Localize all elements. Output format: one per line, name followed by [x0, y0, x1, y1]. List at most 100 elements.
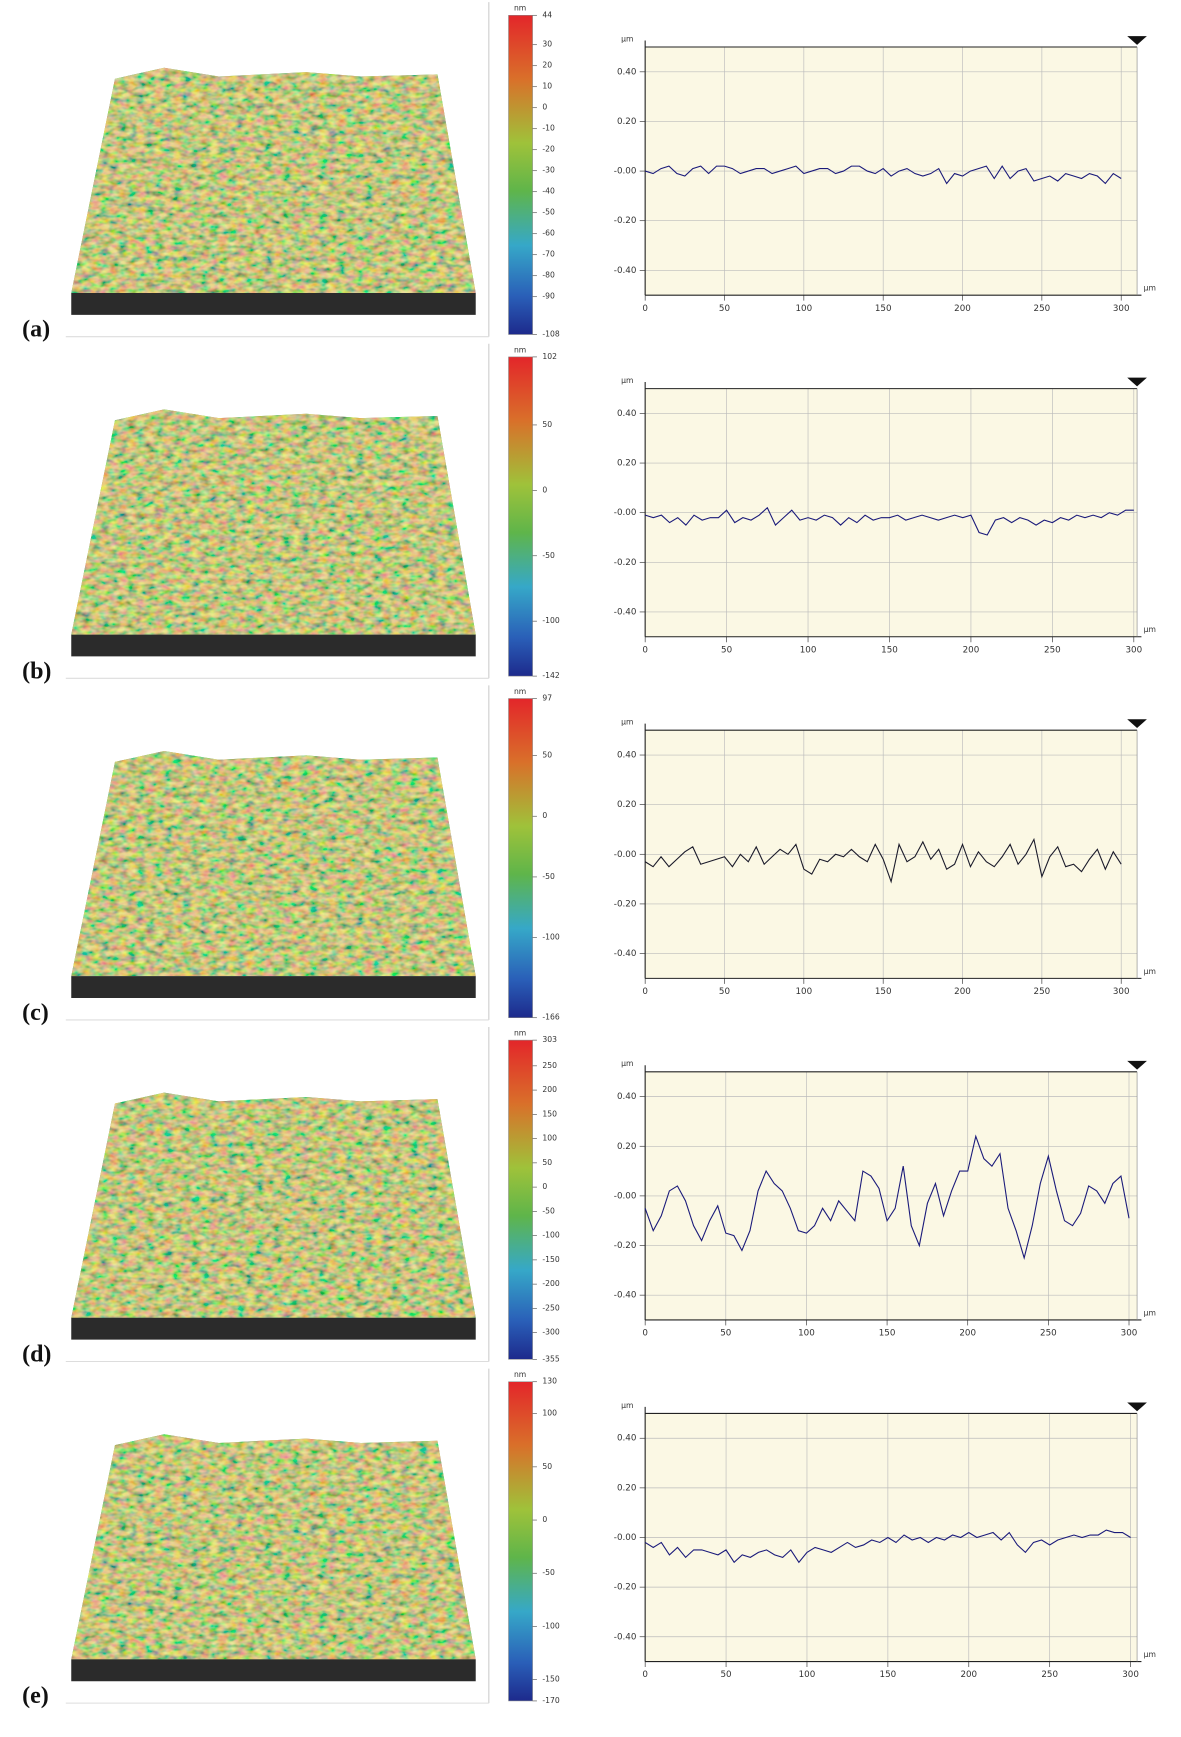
x-tick-label: 100	[800, 645, 817, 655]
y-tick-label: 0.40	[617, 67, 636, 77]
x-tick-label: 250	[1034, 987, 1051, 997]
x-tick-label: 300	[1122, 1670, 1139, 1680]
panel: (d) nm 303 250 200 150 100 50 0 -50 -100 -150 -200 -2…	[22, 1027, 1156, 1368]
panel-label: (d)	[22, 1342, 51, 1368]
x-tick-label: 100	[796, 304, 813, 314]
x-tick-label: 100	[798, 1329, 815, 1339]
colorbar-tick-label: -300	[542, 1328, 559, 1337]
colorbar-tick-label: 100	[542, 1409, 557, 1418]
y-tick-label: -0.00	[614, 167, 637, 177]
x-tick-label: 0	[642, 987, 648, 997]
x-tick-label: 50	[719, 987, 730, 997]
colorbar-tick-label: -70	[542, 250, 555, 259]
surface-texture	[71, 1434, 476, 1660]
y-tick-label: 0.40	[617, 1434, 636, 1444]
cursor-marker	[1127, 1060, 1147, 1070]
y-tick-label: -0.20	[614, 216, 637, 226]
colorbar-tick-label: -60	[542, 229, 555, 238]
colorbar-unit: nm	[514, 1029, 526, 1038]
profile-line	[644, 506, 1134, 536]
colorbar-tick-label: -355	[542, 1354, 559, 1363]
colorbar-tick-label: 130	[542, 1377, 557, 1386]
y-tick-label: -0.20	[614, 1241, 637, 1251]
x-tick-label: 300	[1121, 1329, 1138, 1339]
colorbar	[508, 15, 533, 335]
colorbar-tick-label: -90	[542, 292, 555, 301]
y-unit: µm	[621, 376, 633, 385]
colorbar-tick-label: 102	[542, 352, 557, 361]
colorbar-tick-label: -50	[542, 1568, 555, 1577]
x-tick-label: 200	[963, 645, 980, 655]
surface-base	[71, 1659, 476, 1682]
colorbar-tick-label: 100	[542, 1134, 557, 1143]
surface-base	[71, 634, 476, 657]
x-unit: µm	[1144, 967, 1156, 976]
x-tick-label: 250	[1044, 645, 1061, 655]
x-tick-label: 50	[721, 1670, 732, 1680]
profile-line	[644, 1134, 1130, 1261]
colorbar-unit: nm	[514, 1370, 526, 1379]
y-tick-label: 0.40	[617, 409, 636, 419]
x-tick-label: 50	[721, 645, 732, 655]
y-tick-label: -0.20	[614, 558, 637, 568]
panel-label: (b)	[22, 658, 51, 684]
x-tick-label: 150	[875, 304, 892, 314]
panel: (b) nm 102 50 0 -50 -100 -142 0.40 0.20 -0.00 -0.20…	[22, 343, 1156, 684]
panel: (c) nm 97 50 0 -50 -100 -166 0.40 0.20 -0.00 -0.20 -…	[22, 685, 1156, 1026]
cursor-marker	[1127, 1402, 1147, 1412]
colorbar-tick-label: -166	[542, 1013, 559, 1022]
colorbar-tick-label: 150	[542, 1109, 557, 1118]
x-tick-label: 50	[719, 304, 730, 314]
colorbar-tick-label: -150	[542, 1255, 559, 1264]
surface-base	[71, 1317, 476, 1340]
colorbar-tick-label: 20	[542, 61, 552, 70]
x-tick-label: 150	[881, 645, 898, 655]
colorbar-tick-label: -80	[542, 271, 555, 280]
colorbar-tick-label: -50	[542, 872, 555, 881]
x-tick-label: 0	[642, 304, 648, 314]
x-tick-label: 250	[1040, 1329, 1057, 1339]
colorbar-tick-label: 0	[542, 1182, 547, 1191]
colorbar-tick-label: 10	[542, 82, 552, 91]
colorbar-tick-label: 303	[542, 1035, 557, 1044]
surface-base	[71, 292, 476, 315]
x-tick-label: 300	[1113, 304, 1130, 314]
colorbar-tick-label: 97	[542, 694, 552, 703]
y-tick-label: -0.00	[614, 1191, 637, 1201]
panel: (a)nm443020100-10-20-30-40-50-60-70-80-9…	[22, 2, 1156, 343]
profile-line	[644, 165, 1122, 185]
y-tick-label: 0.20	[617, 459, 636, 469]
colorbar	[508, 1039, 533, 1360]
colorbar-unit: nm	[514, 4, 526, 13]
y-unit: µm	[621, 718, 633, 727]
surface-texture	[71, 1092, 476, 1318]
x-tick-label: 200	[954, 304, 971, 314]
colorbar-tick-label: -200	[542, 1279, 559, 1288]
x-unit: µm	[1144, 1650, 1156, 1659]
x-tick-label: 0	[642, 1670, 648, 1680]
x-tick-label: 250	[1041, 1670, 1058, 1680]
colorbar-unit: nm	[514, 345, 526, 354]
colorbar-tick-label: -50	[542, 208, 555, 217]
x-tick-label: 0	[642, 645, 648, 655]
colorbar-tick-label: -20	[542, 145, 555, 154]
x-tick-label: 0	[642, 1329, 648, 1339]
panel-label: (c)	[22, 1000, 49, 1026]
colorbar-tick-label: -100	[542, 1231, 559, 1240]
surface-texture	[71, 750, 476, 977]
colorbar-tick-label: 50	[542, 1462, 552, 1471]
y-tick-label: -0.00	[614, 850, 637, 860]
y-tick-label: -0.40	[614, 266, 637, 276]
y-tick-label: 0.20	[617, 800, 636, 810]
colorbar-tick-label: -142	[542, 671, 559, 680]
x-tick-label: 200	[960, 1670, 977, 1680]
colorbar	[508, 356, 533, 677]
surface-texture	[71, 67, 476, 293]
colorbar-tick-label: -100	[542, 933, 559, 942]
x-tick-label: 300	[1113, 987, 1130, 997]
y-tick-label: -0.40	[614, 607, 637, 617]
colorbar-tick-label: -250	[542, 1303, 559, 1312]
profile-line	[644, 1529, 1131, 1564]
x-tick-label: 200	[959, 1329, 976, 1339]
y-tick-label: -0.40	[614, 1632, 637, 1642]
